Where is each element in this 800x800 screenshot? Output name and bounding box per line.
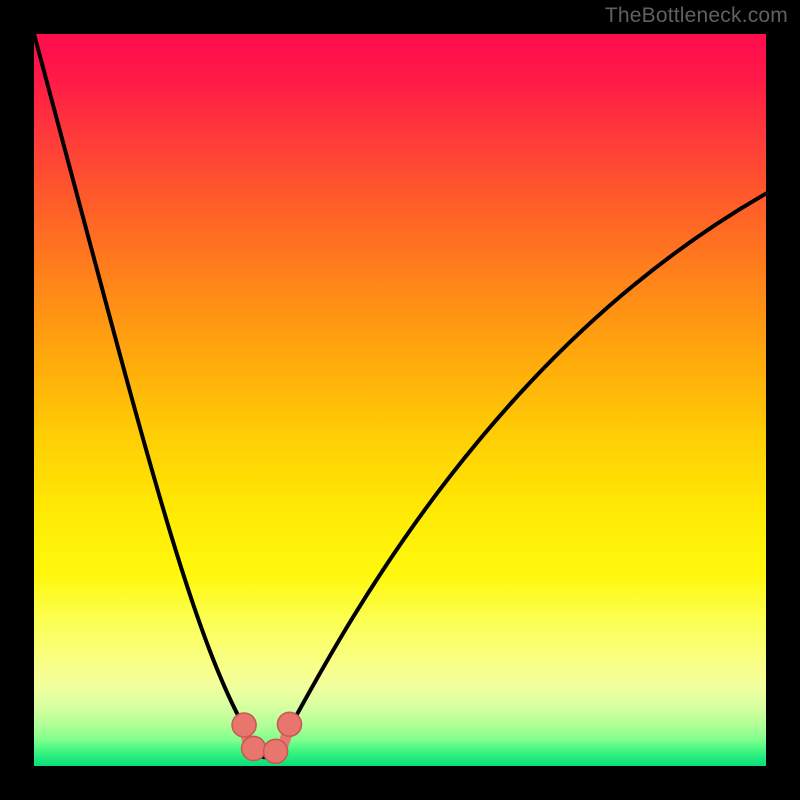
marker-dot — [232, 713, 256, 737]
plot-area — [34, 34, 766, 766]
chart-root: TheBottleneck.com — [0, 0, 800, 800]
marker-dot — [242, 736, 266, 760]
marker-dot — [277, 712, 301, 736]
marker-dot — [264, 739, 288, 763]
watermark-label: TheBottleneck.com — [605, 4, 788, 28]
bottleneck-chart — [0, 0, 800, 800]
